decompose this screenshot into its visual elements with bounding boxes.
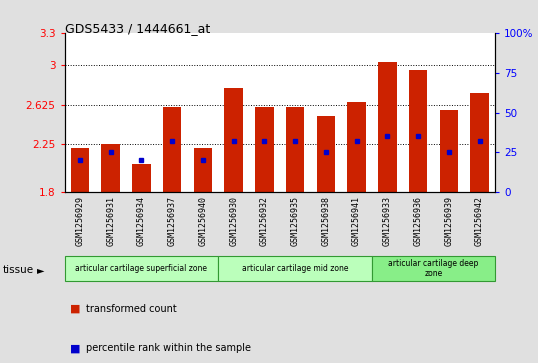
Bar [65,33,95,192]
Bar [188,33,218,192]
Text: GSM1256932: GSM1256932 [260,196,269,245]
Bar [470,93,489,192]
Text: GSM1256936: GSM1256936 [414,196,423,245]
Bar [224,88,243,192]
Bar [440,110,458,192]
Text: GDS5433 / 1444661_at: GDS5433 / 1444661_at [65,22,210,35]
Bar [163,107,181,192]
Text: GSM1256939: GSM1256939 [444,196,454,245]
Text: GSM1256938: GSM1256938 [321,196,330,245]
Bar [409,70,427,192]
Bar [280,33,310,192]
Bar [65,256,218,281]
Bar [102,144,120,192]
Text: GSM1256940: GSM1256940 [199,196,208,245]
Bar [194,148,212,192]
Bar [434,33,464,192]
Bar [286,107,305,192]
Text: ■: ■ [70,303,81,314]
Bar [218,256,372,281]
Bar [255,107,274,192]
Text: GSM1256934: GSM1256934 [137,196,146,245]
Bar [157,33,188,192]
Bar [378,62,397,192]
Text: GSM1256935: GSM1256935 [291,196,300,245]
Bar [95,33,126,192]
Bar [249,33,280,192]
Text: articular cartilage deep
zone: articular cartilage deep zone [388,259,479,278]
Text: GSM1256937: GSM1256937 [168,196,176,245]
Bar [132,164,151,192]
Text: GSM1256929: GSM1256929 [75,196,84,245]
Bar [126,33,157,192]
Text: ►: ► [37,265,44,276]
Bar [348,102,366,192]
Text: tissue: tissue [3,265,34,276]
Bar [341,33,372,192]
Bar [464,33,495,192]
Bar [310,33,341,192]
Text: GSM1256942: GSM1256942 [475,196,484,245]
Bar [317,116,335,192]
Bar [372,33,403,192]
Text: percentile rank within the sample: percentile rank within the sample [86,343,251,354]
Text: GSM1256931: GSM1256931 [106,196,115,245]
Text: articular cartilage superficial zone: articular cartilage superficial zone [75,264,208,273]
Text: GSM1256930: GSM1256930 [229,196,238,245]
Bar [218,33,249,192]
Text: articular cartilage mid zone: articular cartilage mid zone [242,264,349,273]
Text: ■: ■ [70,343,81,354]
Text: GSM1256933: GSM1256933 [383,196,392,245]
Text: transformed count: transformed count [86,303,177,314]
Text: GSM1256941: GSM1256941 [352,196,361,245]
Bar [70,148,89,192]
Bar [403,33,434,192]
Bar [372,256,495,281]
